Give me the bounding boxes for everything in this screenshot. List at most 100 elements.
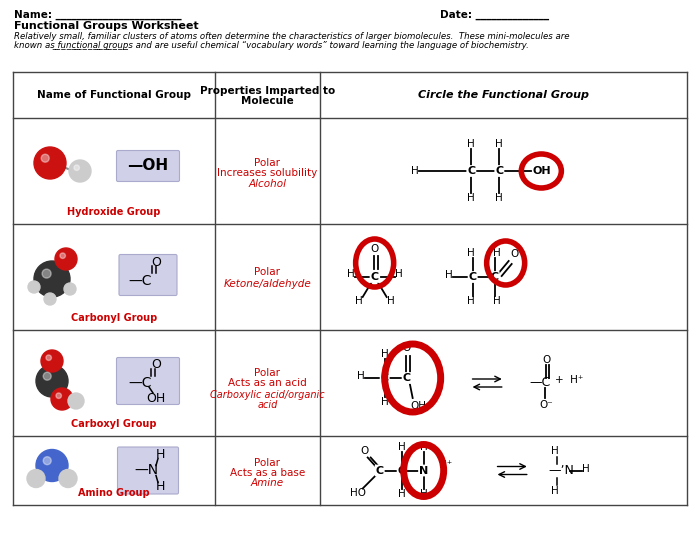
Circle shape <box>36 365 68 397</box>
Text: C: C <box>491 272 498 282</box>
Circle shape <box>60 253 66 259</box>
Text: O: O <box>360 446 369 456</box>
Circle shape <box>74 165 80 171</box>
Text: known as ̲f̲u̲n̲c̲t̲i̲o̲n̲a̲l̲ ̲g̲r̲o̲u̲p̲s and are useful chemical “vocabulary : known as ̲f̲u̲n̲c̲t̲i̲o̲n̲a̲l̲ ̲g̲r̲o̲u̲… <box>14 41 529 50</box>
Text: OH: OH <box>146 393 166 406</box>
Text: O: O <box>510 249 519 259</box>
Text: H: H <box>381 349 388 359</box>
Text: —ʼN: —ʼN <box>549 464 575 477</box>
Text: Acts as a base: Acts as a base <box>230 468 305 477</box>
Text: Circle the Functional Group: Circle the Functional Group <box>418 90 589 100</box>
Text: C: C <box>376 465 384 476</box>
Text: Carbonyl Group: Carbonyl Group <box>71 313 158 323</box>
FancyBboxPatch shape <box>116 151 179 181</box>
Text: H: H <box>468 193 475 204</box>
Text: N: N <box>419 465 428 476</box>
Text: H: H <box>496 139 503 148</box>
Circle shape <box>68 393 84 409</box>
Text: Polar: Polar <box>254 158 281 168</box>
Text: H: H <box>444 270 452 280</box>
Text: Amino Group: Amino Group <box>78 488 150 498</box>
Text: OH: OH <box>411 401 427 411</box>
Circle shape <box>34 261 70 297</box>
Circle shape <box>44 293 56 305</box>
Text: O: O <box>542 355 551 365</box>
Text: Functional Groups Worksheet: Functional Groups Worksheet <box>14 21 199 31</box>
Text: O: O <box>151 256 161 269</box>
Circle shape <box>28 281 40 293</box>
Text: H: H <box>346 269 354 279</box>
Text: H: H <box>398 489 405 499</box>
Circle shape <box>43 372 51 380</box>
Text: O: O <box>402 343 411 353</box>
Circle shape <box>43 457 51 465</box>
Text: H: H <box>412 166 419 176</box>
Circle shape <box>41 350 63 372</box>
Text: H: H <box>551 485 559 496</box>
Text: H: H <box>420 489 428 499</box>
Text: H: H <box>387 296 395 306</box>
Text: Name: ________________________: Name: ________________________ <box>14 10 181 21</box>
Text: H: H <box>582 463 589 474</box>
Text: Carboxylic acid/organic: Carboxylic acid/organic <box>210 390 325 400</box>
Text: C: C <box>468 272 477 282</box>
Text: H⁺: H⁺ <box>439 461 452 470</box>
Text: H: H <box>493 248 500 258</box>
Circle shape <box>55 248 77 270</box>
Text: H: H <box>155 448 164 461</box>
Text: C: C <box>398 465 406 476</box>
Text: O: O <box>151 359 161 372</box>
Text: Properties Imparted to: Properties Imparted to <box>199 86 335 96</box>
Text: H: H <box>155 480 164 493</box>
Circle shape <box>69 160 91 182</box>
FancyBboxPatch shape <box>119 254 177 295</box>
Circle shape <box>41 154 49 162</box>
Circle shape <box>64 283 76 295</box>
Text: Molecule: Molecule <box>241 96 294 106</box>
Text: C: C <box>402 373 411 383</box>
Text: C: C <box>381 373 388 383</box>
Text: H: H <box>496 193 503 204</box>
Circle shape <box>46 355 52 361</box>
Text: —N: —N <box>134 463 158 477</box>
Text: Date: ______________: Date: ______________ <box>440 10 549 21</box>
Text: H: H <box>355 296 363 306</box>
FancyBboxPatch shape <box>116 357 179 404</box>
Text: —C: —C <box>128 274 152 288</box>
Circle shape <box>27 469 45 488</box>
Text: H: H <box>395 269 402 279</box>
Circle shape <box>56 393 62 399</box>
Text: O⁻: O⁻ <box>540 400 554 410</box>
Text: C: C <box>468 166 475 176</box>
Text: Relatively small, familiar clusters of atoms often determine the characteristics: Relatively small, familiar clusters of a… <box>14 32 570 41</box>
Text: C: C <box>370 272 379 282</box>
Text: Polar: Polar <box>254 267 281 277</box>
Circle shape <box>42 269 51 278</box>
Text: Increases solubility: Increases solubility <box>217 168 318 178</box>
Circle shape <box>59 469 77 488</box>
Text: Hydroxide Group: Hydroxide Group <box>67 207 161 217</box>
Text: H: H <box>467 296 475 306</box>
Text: Polar: Polar <box>254 457 281 468</box>
Text: H: H <box>551 446 559 456</box>
Text: Ketone/aldehyde: Ketone/aldehyde <box>223 279 312 289</box>
Text: Acts as an acid: Acts as an acid <box>228 378 307 388</box>
FancyBboxPatch shape <box>118 447 178 494</box>
Circle shape <box>36 449 68 482</box>
Text: —C: —C <box>128 376 152 390</box>
Text: H: H <box>468 139 475 148</box>
Text: H: H <box>467 248 475 258</box>
Text: Polar: Polar <box>254 368 281 378</box>
Text: H: H <box>493 296 500 306</box>
Text: Amine: Amine <box>251 478 284 489</box>
Circle shape <box>51 388 73 410</box>
Text: C: C <box>496 166 503 176</box>
Text: O: O <box>370 244 379 254</box>
Text: Alcohol: Alcohol <box>248 179 286 189</box>
Text: OH: OH <box>532 166 551 176</box>
Text: H: H <box>398 442 405 452</box>
Text: +  H⁺: + H⁺ <box>556 375 584 385</box>
Text: —C: —C <box>529 376 550 389</box>
Text: Name of Functional Group: Name of Functional Group <box>37 90 191 100</box>
Text: HO: HO <box>350 489 365 498</box>
